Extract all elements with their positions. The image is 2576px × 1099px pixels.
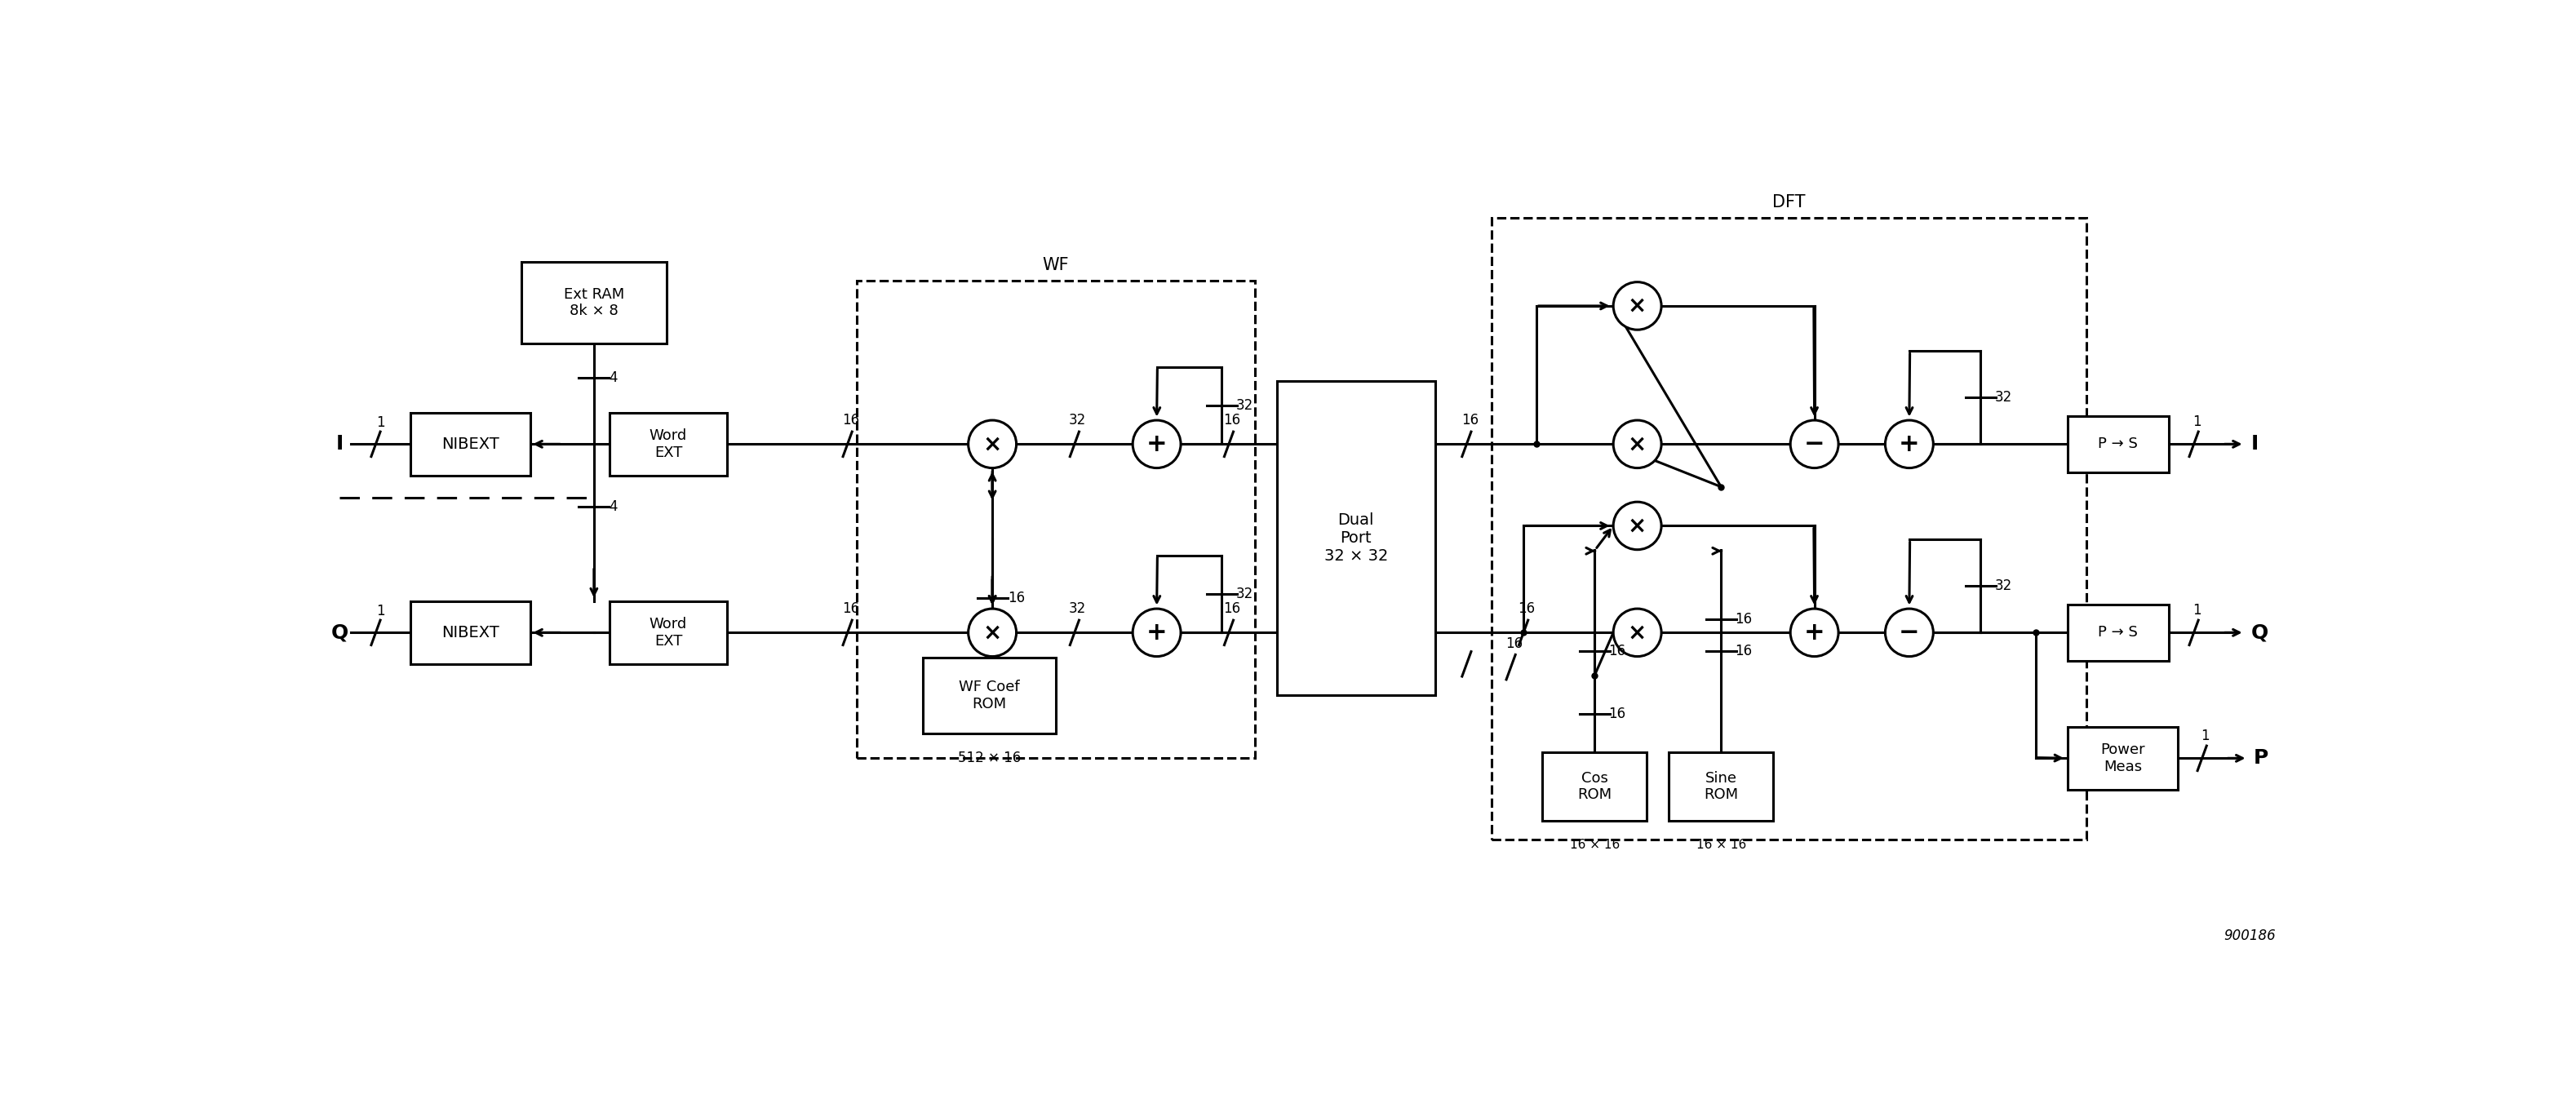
Text: 1: 1	[2192, 414, 2202, 429]
Circle shape	[1613, 282, 1662, 330]
Text: P → S: P → S	[2097, 436, 2138, 452]
Text: Word
EXT: Word EXT	[649, 617, 688, 648]
Bar	[410, 413, 531, 476]
Text: +: +	[1146, 621, 1167, 644]
Text: 16: 16	[1517, 601, 1535, 617]
Circle shape	[1886, 609, 1932, 656]
Text: ×: ×	[984, 433, 1002, 455]
Text: +: +	[1146, 432, 1167, 456]
Text: ×: ×	[984, 621, 1002, 644]
Text: 32: 32	[1069, 601, 1087, 617]
Text: WF: WF	[1043, 257, 1069, 274]
Text: ×: ×	[1628, 295, 1646, 318]
Text: ×: ×	[1628, 433, 1646, 455]
Text: −: −	[1803, 432, 1824, 456]
Bar	[922, 657, 1056, 733]
Text: ×: ×	[1628, 621, 1646, 644]
Text: 900186: 900186	[2223, 929, 2277, 944]
Text: 16: 16	[842, 413, 860, 428]
Circle shape	[1613, 502, 1662, 550]
Text: 16: 16	[1461, 413, 1479, 428]
Text: 16: 16	[1504, 636, 1522, 651]
Text: 16: 16	[1736, 643, 1752, 658]
Text: DFT: DFT	[1772, 195, 1806, 210]
Bar	[1669, 752, 1772, 821]
Text: 1: 1	[2192, 603, 2202, 618]
Text: Sine
ROM: Sine ROM	[1703, 770, 1739, 802]
Text: I: I	[335, 434, 343, 454]
Circle shape	[1790, 609, 1839, 656]
Bar	[410, 601, 531, 664]
Text: 1: 1	[2200, 729, 2210, 743]
Circle shape	[969, 420, 1018, 468]
Text: 32: 32	[1236, 587, 1252, 601]
Text: NIBEXT: NIBEXT	[440, 436, 500, 452]
Text: Q: Q	[332, 623, 348, 643]
Bar	[611, 601, 726, 664]
Text: Power
Meas: Power Meas	[2099, 743, 2146, 774]
Bar	[2069, 415, 2169, 473]
Circle shape	[1133, 609, 1180, 656]
Text: 4: 4	[608, 370, 618, 386]
Text: 16: 16	[842, 601, 860, 617]
Bar	[1278, 381, 1435, 696]
Text: 32: 32	[1994, 579, 2012, 593]
Text: 1: 1	[376, 604, 386, 619]
Text: 512 × 16: 512 × 16	[958, 751, 1020, 765]
Bar	[855, 280, 1255, 758]
Bar	[1492, 218, 2087, 840]
Text: 16: 16	[1224, 413, 1242, 428]
Circle shape	[1886, 420, 1932, 468]
Text: 4: 4	[608, 500, 618, 514]
Circle shape	[1613, 609, 1662, 656]
Circle shape	[1790, 420, 1839, 468]
Text: 16: 16	[1607, 643, 1625, 658]
Text: NIBEXT: NIBEXT	[440, 625, 500, 641]
Text: +: +	[1899, 432, 1919, 456]
Text: I: I	[2251, 434, 2259, 454]
Text: P: P	[2254, 748, 2269, 768]
Circle shape	[1613, 420, 1662, 468]
Bar	[2069, 604, 2169, 660]
Bar	[611, 413, 726, 476]
Text: 16: 16	[1607, 707, 1625, 721]
Text: 16: 16	[1224, 601, 1242, 617]
Circle shape	[1133, 420, 1180, 468]
Text: +: +	[1803, 621, 1824, 644]
Bar	[1543, 752, 1646, 821]
Text: 16 × 16: 16 × 16	[1569, 839, 1620, 851]
Text: 16 × 16: 16 × 16	[1695, 839, 1747, 851]
Bar	[2069, 726, 2179, 790]
Text: −: −	[1899, 621, 1919, 644]
Text: 32: 32	[1994, 390, 2012, 404]
Text: 32: 32	[1069, 413, 1087, 428]
Text: WF Coef
ROM: WF Coef ROM	[958, 679, 1020, 711]
Text: Word
EXT: Word EXT	[649, 429, 688, 460]
Text: Cos
ROM: Cos ROM	[1577, 770, 1613, 802]
Text: 32: 32	[1236, 398, 1252, 413]
Circle shape	[969, 609, 1018, 656]
Text: Ext RAM
8k × 8: Ext RAM 8k × 8	[564, 287, 623, 319]
Text: 16: 16	[1007, 590, 1025, 606]
Text: ×: ×	[1628, 514, 1646, 537]
Text: P → S: P → S	[2097, 625, 2138, 640]
Text: 16: 16	[1736, 612, 1752, 626]
Text: Dual
Port
32 × 32: Dual Port 32 × 32	[1324, 512, 1388, 564]
Text: 1: 1	[376, 415, 386, 431]
Bar	[520, 262, 667, 344]
Text: Q: Q	[2251, 623, 2267, 643]
